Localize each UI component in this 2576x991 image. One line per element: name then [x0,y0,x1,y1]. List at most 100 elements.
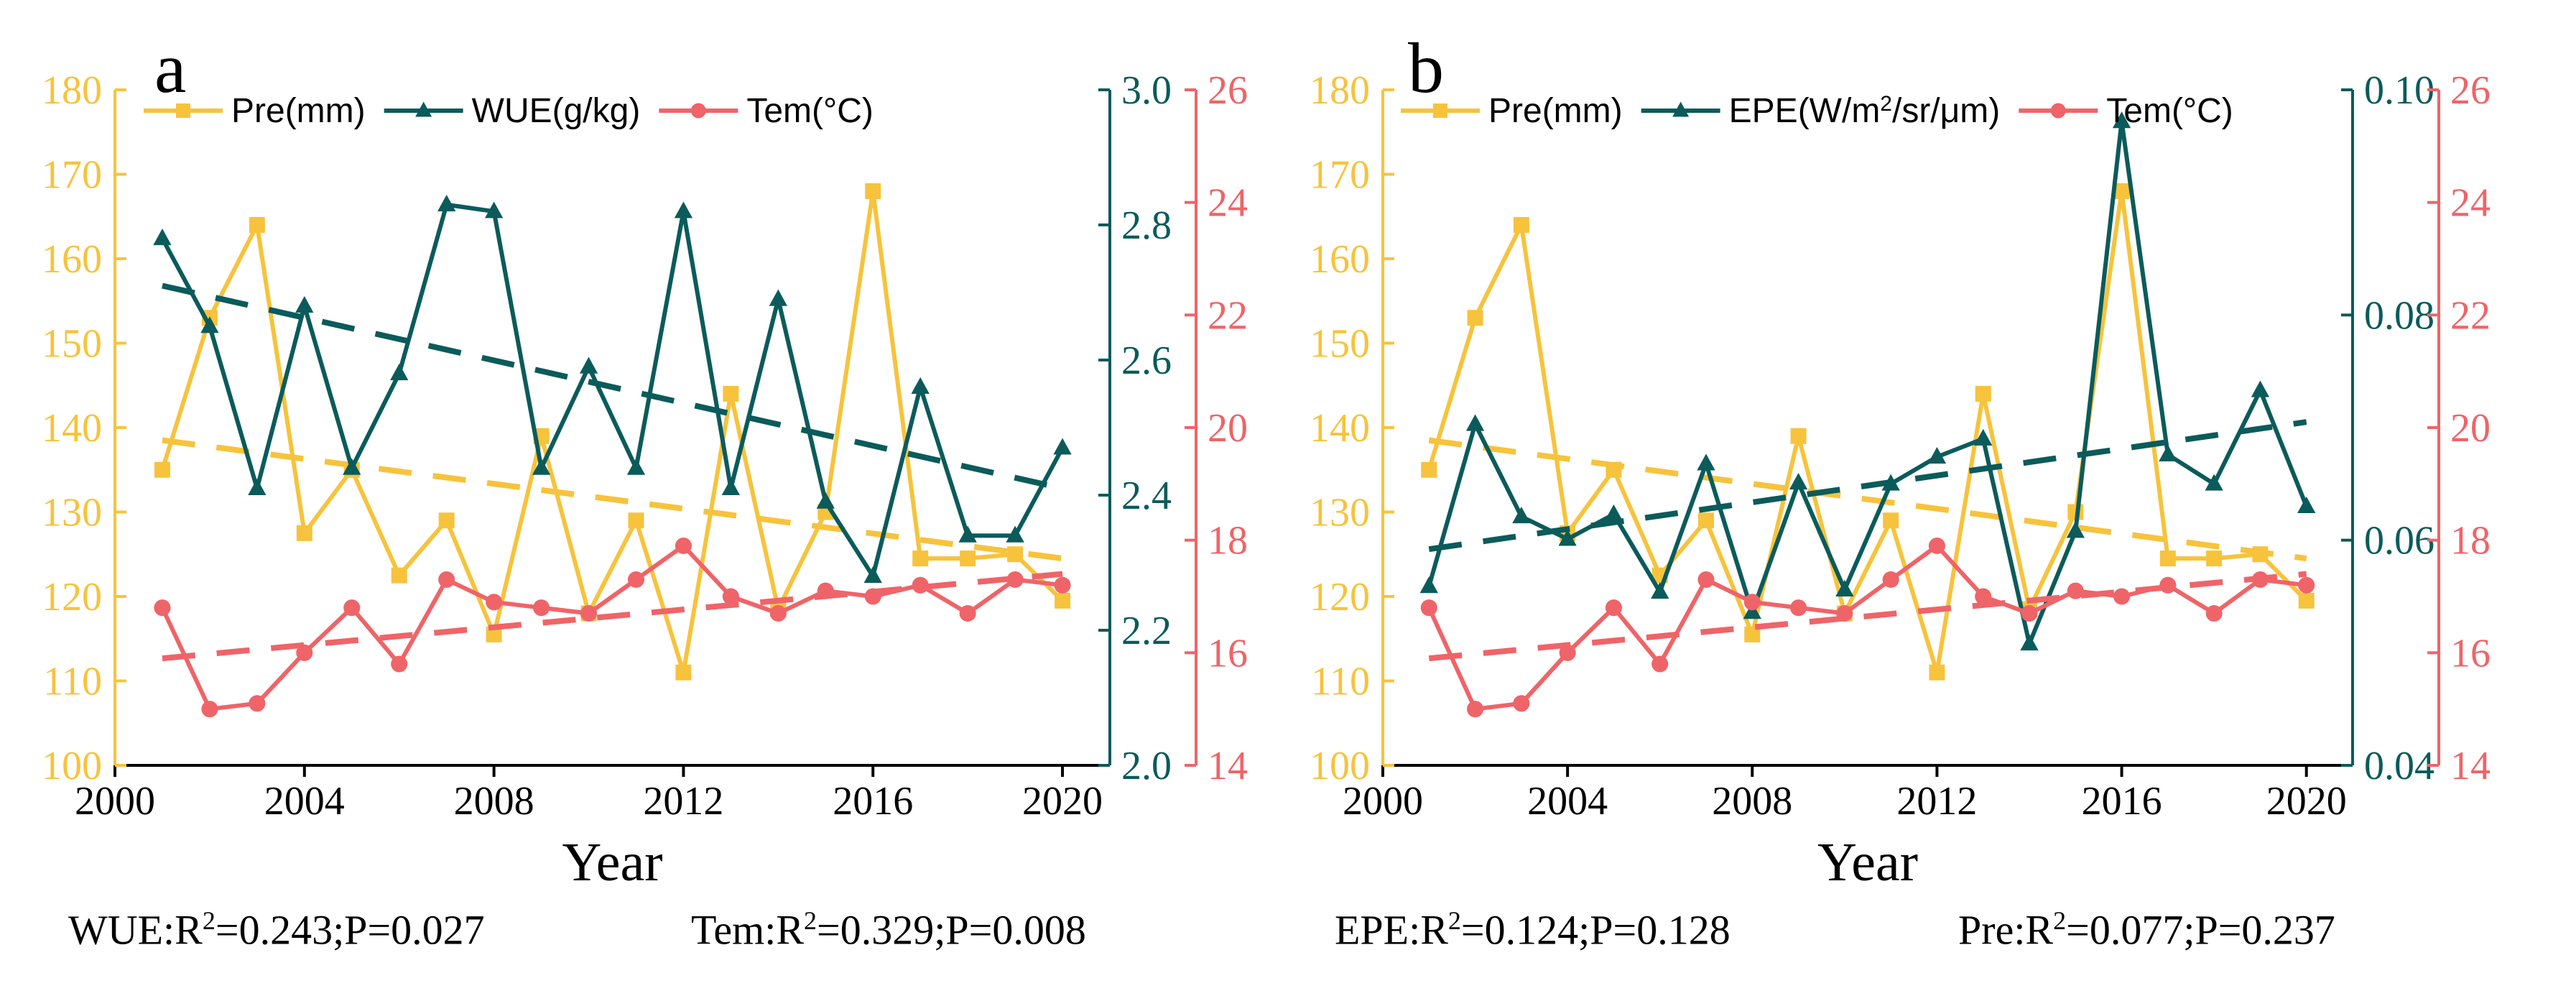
legend-label-epe: EPE(W/m2/sr/μm) [1729,92,2001,131]
data-point-wue [532,458,551,475]
x-tick-label: 2008 [454,779,534,824]
x-tick-label: 2004 [1527,779,1608,824]
y-tick-label: 0.06 [2364,519,2434,563]
legend-suffix: /sr/μm) [1892,92,2000,130]
y-tick-label: 100 [1310,744,1370,788]
y-tick-label: 120 [42,575,102,619]
y-tick-label: 150 [1310,322,1370,367]
data-point-epe [2251,380,2270,397]
data-point-pre [1055,592,1071,609]
data-point-tem [486,594,503,611]
data-point-wue [1053,438,1072,455]
data-point-epe [2297,496,2316,514]
y-tick-label: 22 [2450,293,2491,338]
y-tick-label: 14 [2450,744,2491,788]
y-tick-label: 0.10 [2364,68,2434,113]
data-point-wue [248,478,267,495]
x-tick-label: 2020 [1022,779,1103,824]
y-tick-label: 130 [42,491,102,535]
data-point-tem [1467,701,1484,718]
data-point-wue [958,525,977,543]
data-point-wue [769,289,787,306]
data-point-tem [2021,604,2038,622]
data-point-epe [2112,111,2131,129]
y-tick-label: 14 [1208,744,1248,788]
y-tick-label: 120 [1310,575,1370,619]
data-point-tem [769,604,787,622]
y-tick-label: 3.0 [1121,68,1172,113]
y-tick-label: 170 [42,153,102,198]
data-point-tem [438,571,455,589]
legend-marker-tem [690,103,706,119]
legend-label-wue: WUE(g/kg) [472,92,641,130]
x-axis-title: Year [1817,832,1918,893]
y-tick-label: 130 [1310,491,1370,535]
y-tick-label: 160 [42,237,102,282]
y-tick-label: 26 [1208,68,1248,113]
data-point-tem [912,576,929,594]
data-point-tem [249,695,266,712]
data-point-pre [1975,386,1991,402]
data-point-pre [1883,512,1899,529]
y-tick-label: 22 [1208,293,1248,338]
data-point-wue [295,296,314,313]
data-point-wue [200,316,219,333]
data-point-tem [1975,588,1992,605]
x-tick-label: 2016 [2082,779,2162,824]
legend-marker-wue [415,101,432,117]
y-tick-label: 170 [1310,153,1370,198]
data-point-epe [2020,634,2039,651]
data-point-pre [1606,461,1622,478]
legend-marker-tem [2050,103,2066,119]
y-tick-label: 180 [42,68,102,113]
data-point-tem [1513,695,1530,712]
trend-line-pre [162,437,1063,562]
data-point-epe [1512,507,1531,524]
y-tick-label: 2.0 [1121,744,1172,788]
data-point-wue [674,201,693,218]
data-point-pre [1513,217,1529,233]
legend-superscript: 2 [1880,92,1892,116]
data-point-epe [2066,521,2085,538]
data-point-wue [721,478,741,495]
data-point-tem [1605,599,1622,617]
x-axis-title: Year [562,832,662,893]
data-point-epe [1881,474,1900,491]
series-line-pre [1427,189,2308,675]
data-point-pre [628,512,644,529]
data-point-tem [1697,571,1715,589]
data-point-epe [2159,444,2177,461]
data-point-tem [1054,576,1071,594]
legend-label-pre: Pre(mm) [1488,92,1623,130]
y-tick-label: 24 [2450,181,2491,226]
data-point-epe [1697,453,1715,471]
data-point-wue [816,492,835,509]
x-tick-label: 2000 [75,779,155,824]
data-point-tem [1790,599,1807,617]
x-tick-label: 2012 [1896,779,1977,824]
stat-tem: Tem:R2=0.329;P=0.008 [691,906,1086,954]
data-point-pre [1744,626,1761,642]
data-point-tem [533,599,550,617]
panel-label: b [1408,28,1444,108]
data-point-epe [1465,414,1485,431]
data-point-tem [1882,571,1899,589]
y-tick-label: 2.6 [1121,338,1172,383]
data-point-pre [675,664,692,681]
y-tick-label: 110 [43,660,102,704]
data-point-wue [626,458,646,475]
data-point-tem [343,599,361,617]
stat-pre: Pre:R2=0.077;P=0.237 [1958,906,2335,954]
data-point-tem [1928,537,1945,555]
data-point-pre [391,567,407,584]
data-point-pre [960,550,976,567]
data-point-pre [2159,550,2176,567]
data-point-wue [484,201,504,218]
data-point-tem [580,604,598,622]
data-point-pre [2113,183,2130,199]
y-tick-label: 150 [42,322,102,367]
data-point-wue [343,458,361,475]
data-point-pre [1467,310,1483,326]
y-tick-label: 0.04 [2364,744,2434,788]
data-point-tem [2113,588,2131,605]
